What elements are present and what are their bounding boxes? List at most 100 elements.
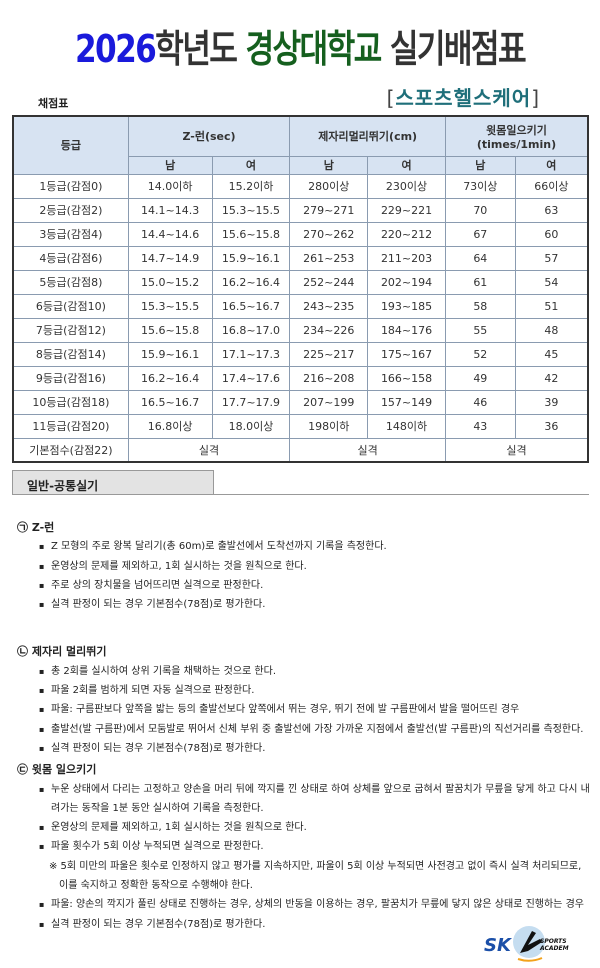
score-cell: 225~217 <box>289 341 369 367</box>
base-score-row: 기본점수(감점22) 실격 실격 실격 <box>12 437 589 463</box>
svg-text:ACADEMY: ACADEMY <box>539 945 569 952</box>
grade-cell: 9등급(감점16) <box>12 365 129 391</box>
score-cell: 270~262 <box>289 221 369 247</box>
table-row: 7등급(감점12) 15.6~15.8 16.8~17.0 234~226 184~17… <box>12 317 589 343</box>
score-cell: 166~158 <box>367 365 446 391</box>
score-cell: 243~235 <box>289 293 369 319</box>
score-cell: 15.2이하 <box>211 173 291 199</box>
score-cell: 15.6~15.8 <box>211 221 291 247</box>
table-row: 9등급(감점16) 16.2~16.4 17.4~17.6 216~208 166~15… <box>12 365 589 391</box>
score-cell: 157~149 <box>367 389 446 415</box>
gender-header: 여 <box>367 155 446 175</box>
score-cell: 216~208 <box>289 365 369 391</box>
score-cell: 230이상 <box>367 173 446 199</box>
grade-header: 등급 <box>12 115 129 175</box>
score-cell: 252~244 <box>289 269 369 295</box>
score-cell: 15.0~15.2 <box>127 269 213 295</box>
grade-cell: 6등급(감점10) <box>12 293 129 319</box>
rule-item: 운영상의 문제를 제외하고, 1회 실시하는 것을 원칙으로 한다. <box>39 818 592 838</box>
rule-list: Z 모형의 주로 왕복 달리기(총 60m)로 출발선에서 도착선까지 기록을 … <box>17 537 592 614</box>
rule-item: 파울 2회를 범하게 되면 자동 실격으로 판정한다. <box>39 681 592 701</box>
score-cell: 15.9~16.1 <box>127 341 213 367</box>
score-cell: 207~199 <box>289 389 369 415</box>
score-cell: 43 <box>444 413 516 439</box>
rule-list: 누운 상태에서 다리는 고정하고 양손을 머리 뒤에 깍지를 낀 상태로 하여 … <box>17 780 592 857</box>
score-cell: 54 <box>514 269 589 295</box>
score-cell: 15.3~15.5 <box>127 293 213 319</box>
rule-note: ※ 5회 미만의 파울은 횟수로 인정하지 않고 평가를 지속하지만, 파울이 … <box>49 860 582 892</box>
svg-text:SPORTS: SPORTS <box>540 938 567 945</box>
section-heading: ㉡ 제자리 멀리뛰기 <box>17 645 107 659</box>
longjump-header: 제자리멀리뛰기(cm) <box>289 115 446 157</box>
score-cell: 61 <box>444 269 516 295</box>
grade-cell: 8등급(감점14) <box>12 341 129 367</box>
score-cell: 16.8~17.0 <box>211 317 291 343</box>
score-cell: 280이상 <box>289 173 369 199</box>
score-cell: 220~212 <box>367 221 446 247</box>
score-cell: 202~194 <box>367 269 446 295</box>
score-cell: 57 <box>514 245 589 271</box>
score-cell: 48 <box>514 317 589 343</box>
section-heading: ㉢ 윗몸 일으키기 <box>17 763 97 777</box>
score-cell: 15.9~16.1 <box>211 245 291 271</box>
disqualified-cell: 실격 <box>127 437 291 463</box>
score-cell: 234~226 <box>289 317 369 343</box>
sky-sports-academy-logo: SK SPORTS ACADEMY <box>484 926 569 962</box>
rule-list: 총 2회를 실시하여 상위 기록을 채택하는 것으로 한다.파울 2회를 범하게… <box>17 662 592 759</box>
score-cell: 45 <box>514 341 589 367</box>
score-cell: 60 <box>514 221 589 247</box>
score-cell: 14.0이하 <box>127 173 213 199</box>
score-cell: 261~253 <box>289 245 369 271</box>
score-cell: 17.7~17.9 <box>211 389 291 415</box>
table-row: 1등급(감점0) 14.0이하 15.2이하 280이상 230이상 73이상 66이상 <box>12 173 589 199</box>
score-cell: 46 <box>444 389 516 415</box>
score-cell: 58 <box>444 293 516 319</box>
rule-item: 파울: 구름판보다 앞쪽을 밟는 등의 출발선보다 앞쪽에서 뛰는 경우, 뛰기… <box>39 700 592 720</box>
rule-item: 운영상의 문제를 제외하고, 1회 실시하는 것을 원칙으로 한다. <box>39 557 592 577</box>
score-cell: 16.8이상 <box>127 413 213 439</box>
gender-header: 여 <box>211 155 291 175</box>
table-row: 8등급(감점14) 15.9~16.1 17.1~17.3 225~217 175~16… <box>12 341 589 367</box>
score-cell: 63 <box>514 197 589 223</box>
rule-item: 실격 판정이 되는 경우 기본점수(78점)로 평가한다. <box>39 915 592 935</box>
table-row: 4등급(감점6) 14.7~14.9 15.9~16.1 261~253 211~203… <box>12 245 589 271</box>
score-cell: 18.0이상 <box>211 413 291 439</box>
rule-list: 파울: 양손의 깍지가 풀린 상태로 진행하는 경우, 상체의 반동을 이용하는… <box>17 895 592 934</box>
score-cell: 229~221 <box>367 197 446 223</box>
score-cell: 73이상 <box>444 173 516 199</box>
table-row: 6등급(감점10) 15.3~15.5 16.5~16.7 243~235 193~18… <box>12 293 589 319</box>
score-table: 등급 Z-런(sec) 제자리멀리뛰기(cm) 윗몸일으키기 (times/1mi… <box>12 115 589 463</box>
grade-cell: 1등급(감점0) <box>12 173 129 199</box>
grade-cell: 기본점수(감점22) <box>12 437 129 463</box>
score-cell: 67 <box>444 221 516 247</box>
score-cell: 49 <box>444 365 516 391</box>
disqualified-cell: 실격 <box>289 437 446 463</box>
score-cell: 14.7~14.9 <box>127 245 213 271</box>
grade-cell: 4등급(감점6) <box>12 245 129 271</box>
gender-header: 남 <box>289 155 369 175</box>
rule-item: 파울: 양손의 깍지가 풀린 상태로 진행하는 경우, 상체의 반동을 이용하는… <box>39 895 592 915</box>
score-cell: 36 <box>514 413 589 439</box>
rule-item: 누운 상태에서 다리는 고정하고 양손을 머리 뒤에 깍지를 낀 상태로 하여 … <box>39 780 592 819</box>
score-cell: 16.2~16.4 <box>127 365 213 391</box>
score-cell: 14.1~14.3 <box>127 197 213 223</box>
rules-content: ㉠ Z-런 Z 모형의 주로 왕복 달리기(총 60m)로 출발선에서 도착선까지… <box>17 516 592 934</box>
score-cell: 64 <box>444 245 516 271</box>
score-cell: 16.5~16.7 <box>127 389 213 415</box>
gender-header: 여 <box>514 155 589 175</box>
score-cell: 55 <box>444 317 516 343</box>
score-cell: 184~176 <box>367 317 446 343</box>
rule-item: 실격 판정이 되는 경우 기본점수(78점)로 평가한다. <box>39 595 592 615</box>
situp-header: 윗몸일으키기 (times/1min) <box>444 115 589 157</box>
score-cell: 52 <box>444 341 516 367</box>
score-cell: 15.6~15.8 <box>127 317 213 343</box>
score-cell: 70 <box>444 197 516 223</box>
score-cell: 16.2~16.4 <box>211 269 291 295</box>
grade-cell: 10등급(감점18) <box>12 389 129 415</box>
spacer <box>17 614 592 640</box>
score-cell: 17.4~17.6 <box>211 365 291 391</box>
rule-item: 주로 상의 장치물을 넘어뜨리면 실격으로 판정한다. <box>39 576 592 596</box>
rule-item: 총 2회를 실시하여 상위 기록을 채택하는 것으로 한다. <box>39 662 592 682</box>
rule-item: 실격 판정이 되는 경우 기본점수(78점)로 평가한다. <box>39 739 592 759</box>
divider <box>214 494 589 495</box>
